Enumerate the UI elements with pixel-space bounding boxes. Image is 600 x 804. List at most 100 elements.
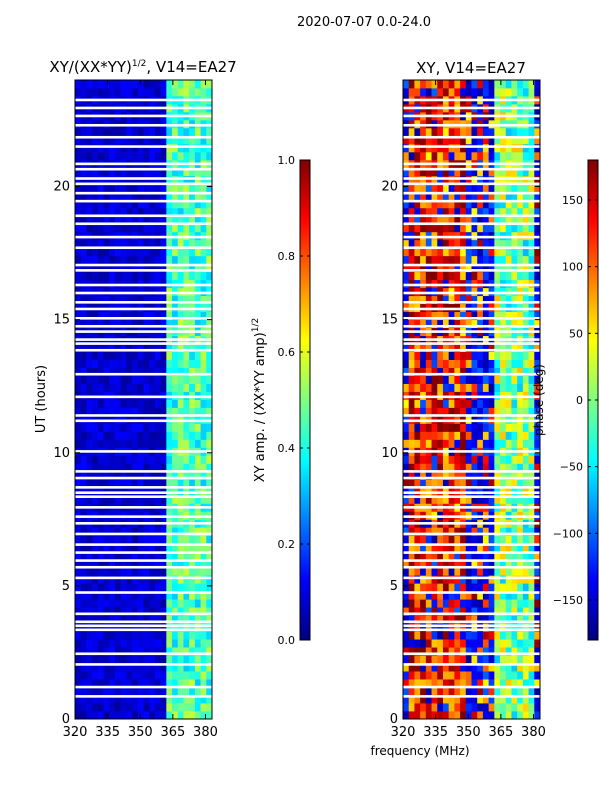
heatmap-cell [103, 431, 110, 440]
heatmap-cell [420, 399, 427, 408]
heatmap-cell [442, 631, 450, 640]
heatmap-cell [505, 207, 512, 217]
heatmap-cell [437, 135, 444, 145]
heatmap-cell [437, 551, 444, 560]
heatmap-cell [482, 319, 490, 329]
heatmap-cell [471, 631, 478, 640]
heatmap-cell [109, 295, 116, 305]
heatmap-cell [200, 655, 207, 664]
heatmap-cell [143, 535, 150, 544]
heatmap-cell [132, 247, 139, 257]
heatmap-cell [522, 439, 529, 448]
heatmap-cell [425, 343, 432, 352]
heatmap-cell [183, 663, 190, 672]
heatmap-cell [200, 407, 207, 416]
heatmap-cell [425, 599, 432, 608]
heatmap-cell [114, 663, 122, 672]
heatmap-cell [137, 263, 144, 273]
x-tick-label: 350 [128, 725, 153, 740]
heatmap-cell [177, 223, 184, 233]
heatmap-cell [471, 255, 478, 265]
heatmap-cell [109, 687, 116, 696]
heatmap-cell [437, 271, 444, 281]
heatmap-cell [103, 207, 110, 217]
heatmap-cell [534, 607, 540, 616]
heatmap-cell [189, 263, 196, 273]
heatmap-cell [86, 703, 93, 712]
heatmap-cell [454, 87, 461, 97]
heatmap-cell [528, 679, 535, 688]
heatmap-cell [206, 687, 212, 696]
heatmap-cell [126, 591, 133, 600]
heatmap-cell [75, 199, 82, 209]
heatmap-cell [482, 359, 490, 368]
heatmap-cell [511, 183, 518, 193]
heatmap-cell [194, 295, 201, 305]
flagged-gap [75, 246, 212, 250]
heatmap-cell [206, 495, 212, 504]
heatmap-cell [75, 167, 82, 177]
heatmap-cell [414, 591, 421, 600]
heatmap-cell [114, 543, 122, 552]
heatmap-cell [528, 583, 535, 592]
heatmap-cell [200, 80, 207, 89]
heatmap-cell [132, 687, 139, 696]
heatmap-cell [137, 695, 144, 704]
heatmap-cell [97, 695, 104, 704]
heatmap-cell [482, 80, 490, 89]
heatmap-cell [460, 135, 467, 145]
heatmap-cell [172, 255, 179, 265]
heatmap-cell [126, 319, 133, 329]
heatmap-cell [522, 647, 529, 656]
heatmap-cell [86, 359, 93, 368]
heatmap-cell [97, 80, 104, 89]
heatmap-cell [500, 80, 507, 89]
heatmap-cell [511, 239, 518, 249]
heatmap-cell [477, 351, 484, 360]
heatmap-cell [75, 319, 82, 329]
heatmap-cell [437, 543, 444, 552]
heatmap-cell [160, 80, 167, 89]
heatmap-cell [460, 463, 467, 472]
heatmap-cell [425, 223, 432, 233]
heatmap-cell [442, 471, 450, 480]
heatmap-cell [160, 239, 167, 249]
heatmap-cell [189, 255, 196, 265]
heatmap-cell [103, 527, 110, 536]
heatmap-cell [420, 439, 427, 448]
heatmap-cell [522, 663, 529, 672]
heatmap-cell [414, 615, 421, 624]
heatmap-cell [403, 623, 410, 632]
heatmap-cell [442, 591, 450, 600]
heatmap-cell [505, 655, 512, 664]
amplitude-panel: XY/(XX*YY)1/2, V14=EA27 320 335 350 365 380 … [34, 58, 237, 740]
heatmap-cell [166, 80, 173, 89]
colorbar-tick-label: 1.0 [278, 154, 296, 167]
heatmap-cell [166, 199, 173, 209]
heatmap-cell [442, 215, 450, 225]
heatmap-cell [143, 639, 150, 648]
heatmap-cell [408, 679, 415, 688]
colorbar-tick-label: −50 [560, 461, 583, 474]
heatmap-cell [132, 647, 139, 656]
heatmap-cell [177, 199, 184, 209]
heatmap-cell [517, 367, 524, 376]
heatmap-cell [149, 671, 156, 680]
heatmap-cell [92, 215, 99, 225]
heatmap-cell [500, 623, 507, 632]
heatmap-cell [442, 543, 450, 552]
heatmap-cell [143, 80, 150, 89]
heatmap-cell [114, 191, 122, 201]
heatmap-cell [517, 151, 524, 161]
heatmap-cell [517, 343, 524, 352]
heatmap-cell [177, 471, 184, 480]
heatmap-cell [488, 423, 495, 432]
heatmap-cell [206, 167, 212, 177]
heatmap-cell [494, 127, 501, 137]
heatmap-cell [143, 663, 150, 672]
heatmap-cell [149, 295, 156, 305]
heatmap-cell [403, 439, 410, 448]
amplitude-heatmap [75, 80, 212, 719]
heatmap-cell [166, 207, 173, 217]
heatmap-cell [92, 591, 99, 600]
